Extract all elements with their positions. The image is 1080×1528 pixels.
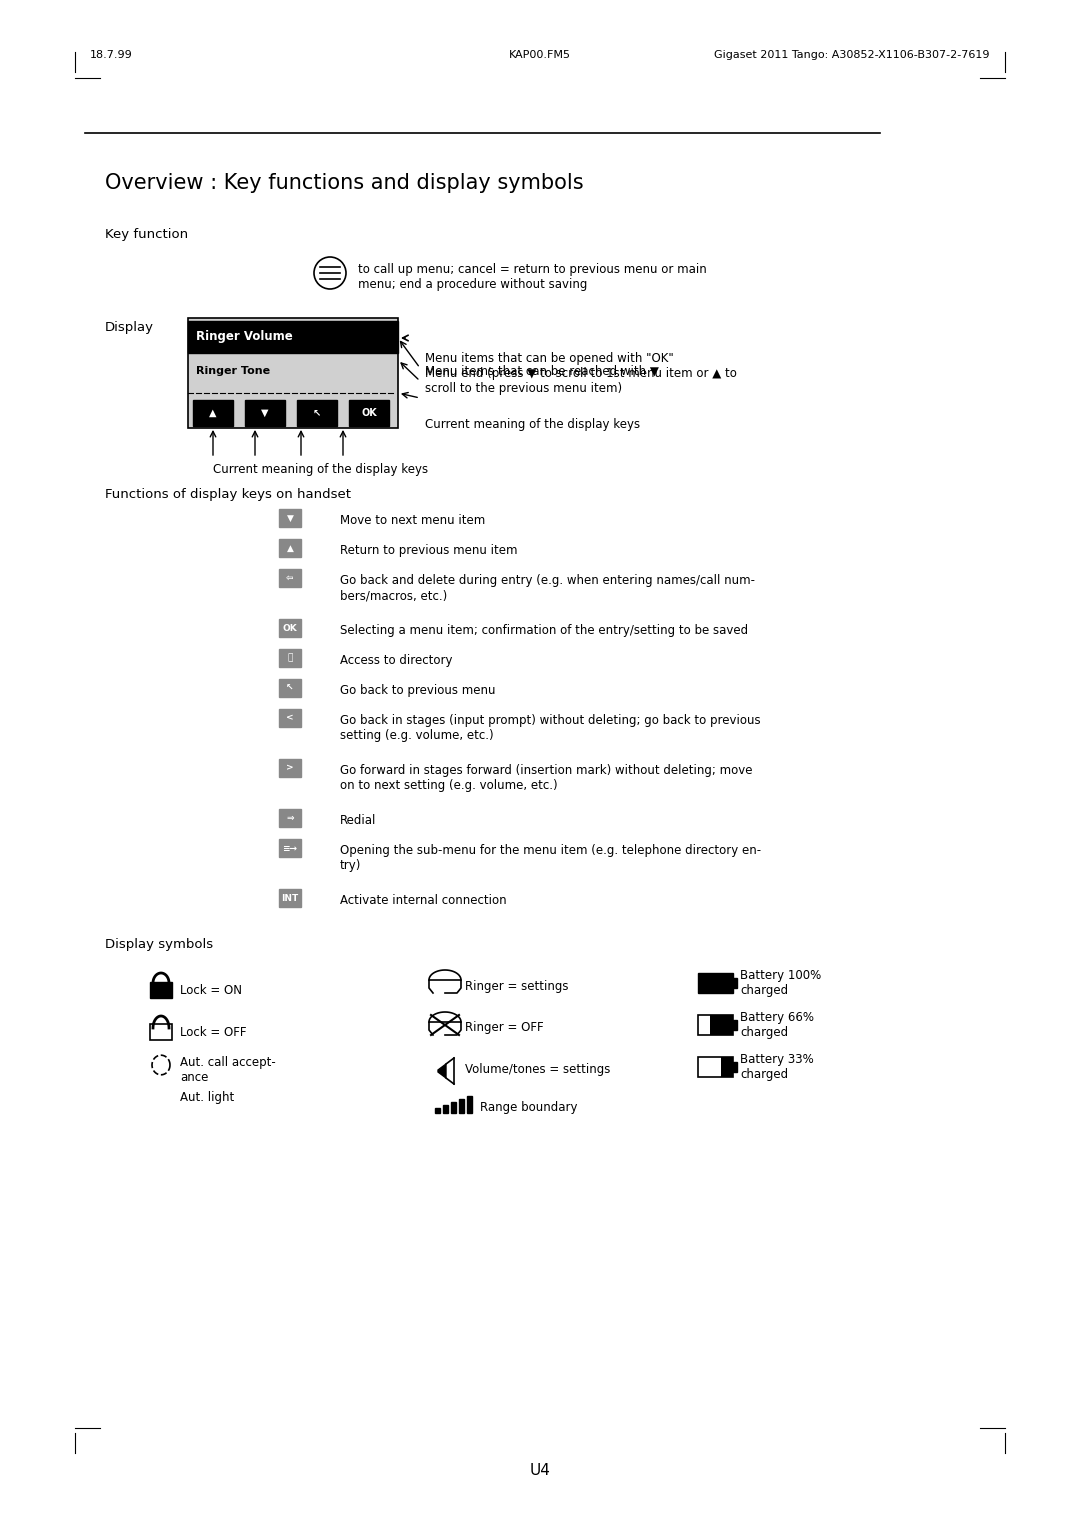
- Bar: [279, 619, 301, 637]
- Text: ▼: ▼: [286, 513, 294, 523]
- Text: Key function: Key function: [105, 228, 188, 241]
- Text: ▲: ▲: [210, 408, 217, 419]
- Text: ⌹: ⌹: [287, 654, 293, 663]
- Bar: [279, 839, 301, 857]
- Text: Volume/tones = settings: Volume/tones = settings: [465, 1063, 610, 1077]
- Text: Ringer Volume: Ringer Volume: [195, 330, 293, 342]
- Text: ⇦: ⇦: [286, 573, 294, 582]
- Text: ↖: ↖: [313, 408, 321, 419]
- Bar: [279, 889, 301, 908]
- Text: Aut. call accept-
ance: Aut. call accept- ance: [180, 1056, 275, 1083]
- Bar: [193, 400, 233, 426]
- Text: >: >: [286, 764, 294, 773]
- Text: Menu end (press ▼ to scroll to 1st menu item or ▲ to
scroll to the previous menu: Menu end (press ▼ to scroll to 1st menu …: [426, 367, 737, 396]
- Bar: [279, 649, 301, 668]
- Text: Gigaset 2011 Tango: A30852-X1106-B307-2-7619: Gigaset 2011 Tango: A30852-X1106-B307-2-…: [715, 50, 990, 60]
- Text: ↖: ↖: [286, 683, 294, 692]
- Text: Activate internal connection: Activate internal connection: [340, 894, 507, 908]
- Bar: [349, 400, 389, 426]
- Text: to call up menu; cancel = return to previous menu or main
menu; end a procedure : to call up menu; cancel = return to prev…: [357, 263, 706, 290]
- FancyBboxPatch shape: [188, 318, 399, 428]
- Text: ⇒: ⇒: [286, 813, 294, 822]
- Bar: [279, 568, 301, 587]
- Bar: [698, 1057, 733, 1077]
- Bar: [188, 321, 399, 353]
- Text: KAP00.FM5: KAP00.FM5: [509, 50, 571, 60]
- Bar: [150, 1024, 172, 1041]
- Text: Display: Display: [105, 321, 154, 335]
- Bar: [698, 973, 733, 993]
- Text: OK: OK: [283, 623, 297, 633]
- Text: Opening the sub-menu for the menu item (e.g. telephone directory en-
try): Opening the sub-menu for the menu item (…: [340, 843, 761, 872]
- Text: Current meaning of the display keys: Current meaning of the display keys: [213, 463, 428, 477]
- Text: Menu items that can be opened with "OK": Menu items that can be opened with "OK": [426, 351, 674, 365]
- Text: Ringer = OFF: Ringer = OFF: [465, 1022, 543, 1034]
- Polygon shape: [435, 1108, 440, 1112]
- Text: Functions of display keys on handset: Functions of display keys on handset: [105, 487, 351, 501]
- Bar: [279, 678, 301, 697]
- Text: Go forward in stages forward (insertion mark) without deleting; move
on to next : Go forward in stages forward (insertion …: [340, 764, 753, 792]
- Bar: [279, 808, 301, 827]
- Text: Go back in stages (input prompt) without deleting; go back to previous
setting (: Go back in stages (input prompt) without…: [340, 714, 760, 743]
- Text: Menu items that can be reached with ▼: Menu items that can be reached with ▼: [426, 365, 659, 377]
- Text: 18.7.99: 18.7.99: [90, 50, 133, 60]
- Text: Current meaning of the display keys: Current meaning of the display keys: [426, 419, 640, 431]
- Bar: [698, 1015, 733, 1034]
- Text: ▲: ▲: [286, 544, 294, 553]
- Text: Redial: Redial: [340, 814, 376, 827]
- Bar: [245, 400, 285, 426]
- Bar: [710, 1015, 733, 1034]
- Text: ▼: ▼: [261, 408, 269, 419]
- Polygon shape: [459, 1099, 464, 1112]
- Polygon shape: [467, 1096, 472, 1112]
- Text: <: <: [286, 714, 294, 723]
- Text: Lock = ON: Lock = ON: [180, 984, 242, 996]
- Text: INT: INT: [282, 894, 299, 903]
- Text: Return to previous menu item: Return to previous menu item: [340, 544, 517, 558]
- Bar: [279, 539, 301, 558]
- Text: Move to next menu item: Move to next menu item: [340, 513, 485, 527]
- Bar: [279, 709, 301, 727]
- Text: Battery 66%
charged: Battery 66% charged: [740, 1012, 814, 1039]
- Text: Overview : Key functions and display symbols: Overview : Key functions and display sym…: [105, 173, 583, 193]
- Bar: [279, 509, 301, 527]
- Text: Go back to previous menu: Go back to previous menu: [340, 685, 496, 697]
- Bar: [733, 978, 737, 989]
- Text: ≡→: ≡→: [283, 843, 297, 853]
- Bar: [279, 759, 301, 778]
- Text: Selecting a menu item; confirmation of the entry/setting to be saved: Selecting a menu item; confirmation of t…: [340, 623, 748, 637]
- Text: Go back and delete during entry (e.g. when entering names/call num-
bers/macros,: Go back and delete during entry (e.g. wh…: [340, 575, 755, 602]
- Polygon shape: [438, 1063, 446, 1077]
- Text: U4: U4: [529, 1462, 551, 1478]
- Text: Range boundary: Range boundary: [480, 1102, 578, 1114]
- Text: Ringer = settings: Ringer = settings: [465, 979, 568, 993]
- Bar: [721, 1057, 733, 1077]
- Text: Lock = OFF: Lock = OFF: [180, 1025, 246, 1039]
- Text: Display symbols: Display symbols: [105, 938, 213, 950]
- Text: Battery 33%
charged: Battery 33% charged: [740, 1053, 813, 1080]
- Bar: [150, 983, 172, 998]
- Text: Battery 100%
charged: Battery 100% charged: [740, 969, 821, 996]
- Bar: [733, 1062, 737, 1073]
- Text: Access to directory: Access to directory: [340, 654, 453, 668]
- Text: Aut. light: Aut. light: [180, 1091, 234, 1105]
- Text: Ringer Tone: Ringer Tone: [195, 367, 270, 376]
- Polygon shape: [443, 1105, 448, 1112]
- Bar: [733, 1021, 737, 1030]
- Bar: [297, 400, 337, 426]
- Polygon shape: [451, 1102, 456, 1112]
- Text: OK: OK: [361, 408, 377, 419]
